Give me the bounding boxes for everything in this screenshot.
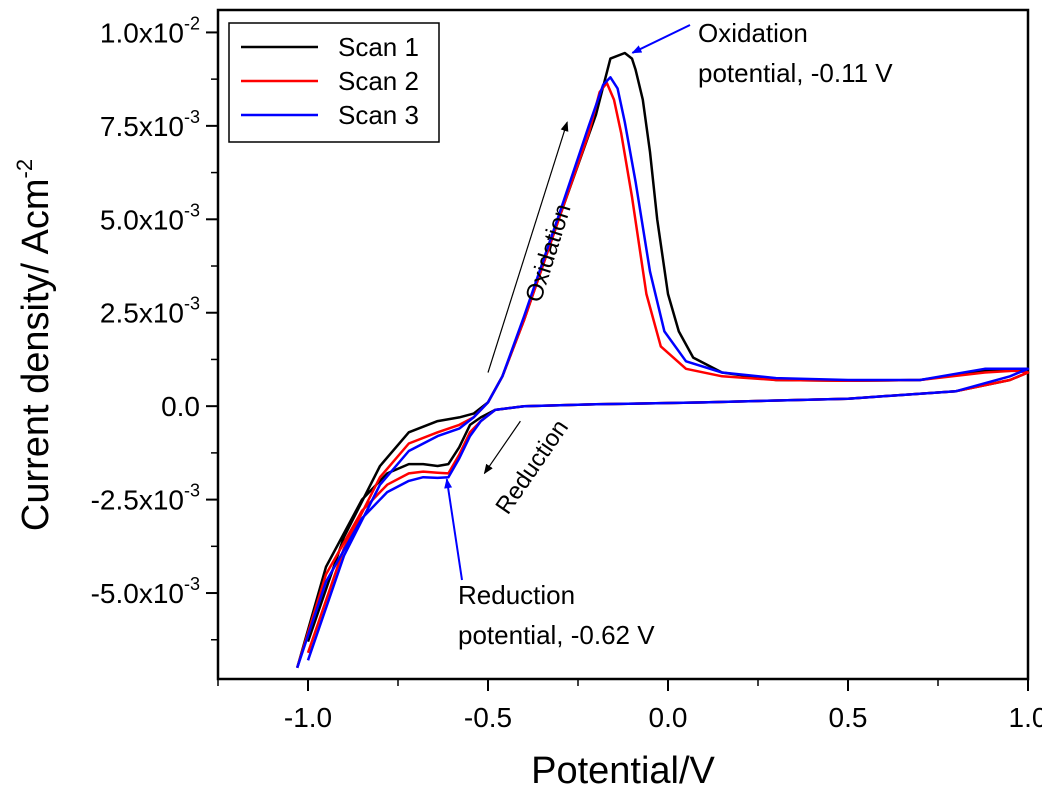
reduction-peak-label-1: Reduction [458, 580, 575, 610]
y-tick-exponent-6: -3 [184, 574, 200, 594]
oxidation-peak-label-2: potential, -0.11 V [698, 58, 893, 88]
legend: Scan 1 Scan 2 Scan 3 [228, 22, 440, 143]
x-tick-label-4: 1.0 [1009, 702, 1042, 733]
y-tick-mantissa-4: 0.0 [161, 391, 200, 422]
y-tick-label-4: 0.0 [161, 391, 200, 422]
y-tick-label-3: 2.5x10-3 [100, 294, 200, 329]
series-layer [295, 51, 1030, 669]
y-tick-mantissa-0: 1.0x10 [100, 17, 184, 48]
y-tick-mantissa-5: -2.5x10 [91, 485, 184, 516]
y-axis-label-exp: -2 [12, 159, 37, 179]
y-tick-exponent-0: -2 [184, 13, 200, 33]
y-tick-mantissa-3: 2.5x10 [100, 298, 184, 329]
y-tick-exponent-5: -3 [184, 481, 200, 501]
series-line-3 [296, 76, 1030, 669]
y-tick-mantissa-6: -5.0x10 [91, 578, 184, 609]
y-axis: 1.0x10-27.5x10-35.0x10-32.5x10-30.0-2.5x… [91, 13, 218, 641]
y-tick-label-5: -2.5x10-3 [91, 481, 200, 516]
y-tick-mantissa-2: 5.0x10 [100, 204, 184, 235]
legend-label-1: Scan 1 [338, 32, 419, 62]
y-axis-label: Current density/ Acm-2 [12, 159, 57, 531]
y-axis-label-main: Current density/ Acm [15, 178, 57, 531]
x-axis-label: Potential/V [531, 750, 715, 792]
legend-label-3: Scan 3 [338, 100, 419, 130]
oxidation-peak-label-1: Oxidation [698, 18, 808, 48]
y-tick-label-6: -5.0x10-3 [91, 574, 200, 609]
y-tick-exponent-3: -3 [184, 294, 200, 314]
reduction-direction-arrow [483, 420, 521, 475]
x-tick-label-3: 0.5 [829, 702, 868, 733]
y-tick-exponent-1: -3 [184, 107, 200, 127]
oxidation-peak-arrow [631, 24, 691, 54]
x-tick-label-1: -0.5 [464, 702, 512, 733]
x-tick-label-2: 0.0 [649, 702, 688, 733]
legend-label-2: Scan 2 [338, 66, 419, 96]
legend-box [228, 22, 440, 143]
x-tick-label-0: -1.0 [284, 702, 332, 733]
y-tick-exponent-2: -3 [184, 200, 200, 220]
y-tick-mantissa-1: 7.5x10 [100, 111, 184, 142]
reduction-peak-arrow [444, 478, 463, 581]
y-tick-label-0: 1.0x10-2 [100, 13, 200, 48]
y-tick-label-2: 5.0x10-3 [100, 200, 200, 235]
reduction-peak-label-2: potential, -0.62 V [458, 620, 655, 650]
x-axis: -1.0 -0.5 0.0 0.5 1.0 [217, 679, 1042, 733]
oxidation-direction-arrow [487, 121, 569, 373]
y-tick-label-1: 7.5x10-3 [100, 107, 200, 142]
